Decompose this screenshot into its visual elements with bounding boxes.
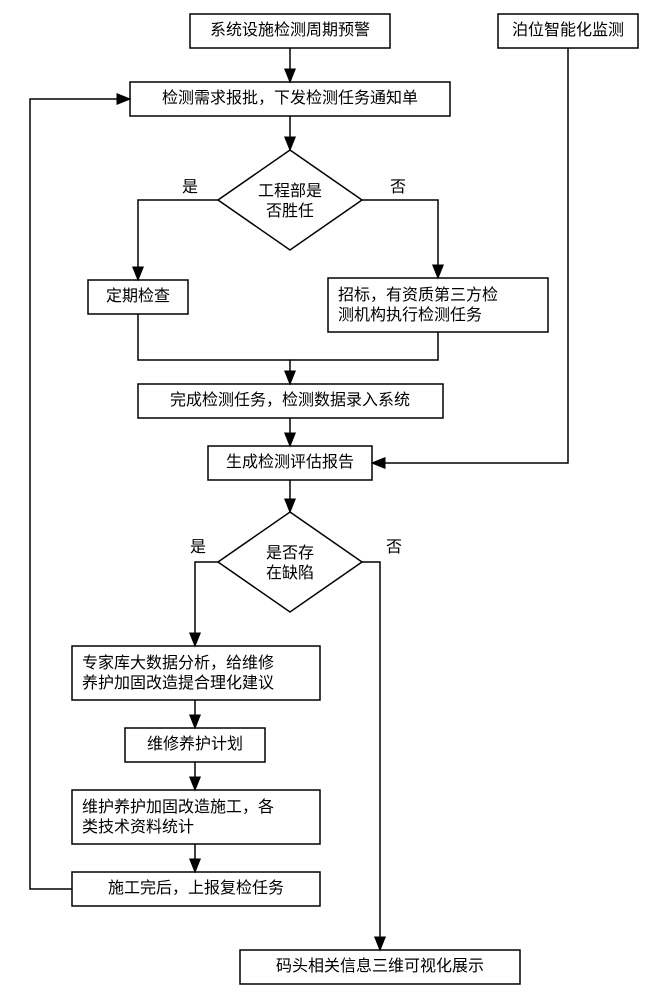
edge-n4-n6 <box>138 314 290 384</box>
node-construction-line2: 类技术资料统计 <box>82 818 194 836</box>
node-periodic-check-label: 定期检查 <box>106 287 170 305</box>
node-complete-test-label: 完成检测任务，检测数据录入系统 <box>170 391 410 409</box>
node-bidding-line1: 招标，有资质第三方检 <box>338 286 498 304</box>
node-report-label: 生成检测评估报告 <box>226 453 354 471</box>
node-construction-line1: 维护养护加固改造施工，各 <box>82 798 274 816</box>
edge-d2-no-label: 否 <box>386 539 402 556</box>
edge-d2-n8 <box>195 562 218 646</box>
decision-defect-line2: 在缺陷 <box>266 564 314 582</box>
edge-n11-n3 <box>30 99 130 889</box>
edge-d1-yes-label: 是 <box>182 179 198 196</box>
node-expert-line1: 专家库大数据分析，给维修 <box>82 654 274 672</box>
edge-d1-no-label: 否 <box>390 179 406 196</box>
edge-n5-join <box>290 332 438 360</box>
decision-competent-line2: 否胜任 <box>266 202 314 220</box>
node-3d-display-label: 码头相关信息三维可视化展示 <box>276 957 484 975</box>
node-expert-line2: 养护加固改造提合理化建议 <box>82 674 274 692</box>
edge-d2-n12 <box>362 562 380 950</box>
node-plan-label: 维修养护计划 <box>147 735 243 753</box>
edge-d2-yes-label: 是 <box>190 539 206 556</box>
node-approval-label: 检测需求报批，下发检测任务通知单 <box>162 89 418 107</box>
node-system-warning-label: 系统设施检测周期预警 <box>210 21 370 39</box>
decision-defect-line1: 是否存 <box>266 544 314 562</box>
edge-d1-n4 <box>138 200 218 280</box>
node-recheck-label: 施工完后，上报复检任务 <box>108 879 284 897</box>
node-bidding-line2: 测机构执行检测任务 <box>338 306 482 324</box>
edge-d1-n5 <box>362 200 438 278</box>
decision-competent-line1: 工程部是 <box>258 182 322 200</box>
node-berth-monitor-label: 泊位智能化监测 <box>512 21 624 39</box>
